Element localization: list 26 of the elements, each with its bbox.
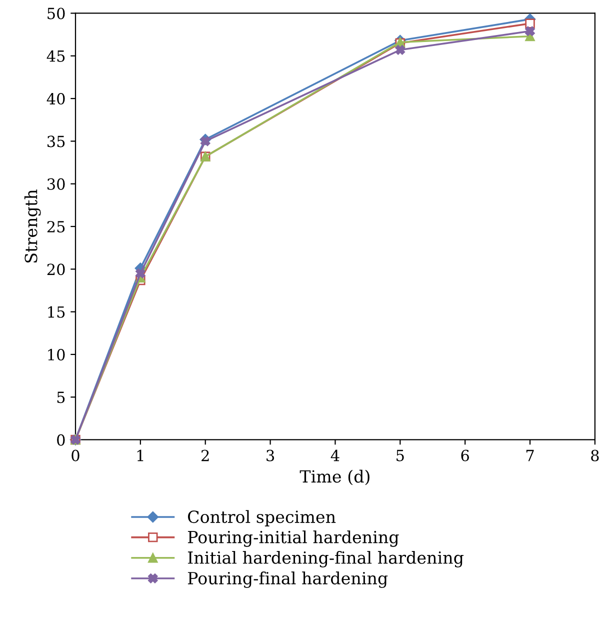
- x-tick-label: 1: [137, 450, 144, 462]
- x-tick-label: 8: [591, 450, 599, 462]
- y-tick-label: 40: [46, 92, 65, 105]
- x-tick-label: 3: [266, 450, 274, 462]
- legend-label: Pouring-final hardening: [188, 572, 388, 588]
- y-axis-title: Strength: [24, 190, 41, 262]
- legend-label: Pouring-initial hardening: [188, 530, 399, 547]
- x-axis-title: Time (d): [300, 470, 370, 486]
- x-tick-label: 0: [72, 450, 80, 462]
- x-tick-label: 6: [461, 450, 469, 462]
- y-tick-label: 30: [48, 178, 65, 190]
- y-tick-label: 20: [47, 264, 65, 276]
- y-tick-label: 25: [47, 220, 65, 233]
- y-tick-label: 5: [57, 392, 65, 404]
- y-tick-label: 50: [48, 8, 65, 20]
- y-tick-label: 0: [57, 434, 65, 446]
- x-tick-label: 7: [526, 450, 534, 462]
- x-tick-label: 5: [396, 450, 404, 462]
- legend-label: Control specimen: [188, 510, 336, 526]
- legend-label: Initial hardening-final hardening: [188, 551, 464, 568]
- y-tick-label: 15: [48, 306, 65, 318]
- x-tick-label: 4: [330, 450, 340, 462]
- x-tick-label: 2: [202, 450, 209, 462]
- y-tick-label: 10: [48, 348, 65, 360]
- y-tick-label: 45: [46, 50, 65, 62]
- y-tick-label: 35: [48, 136, 65, 148]
